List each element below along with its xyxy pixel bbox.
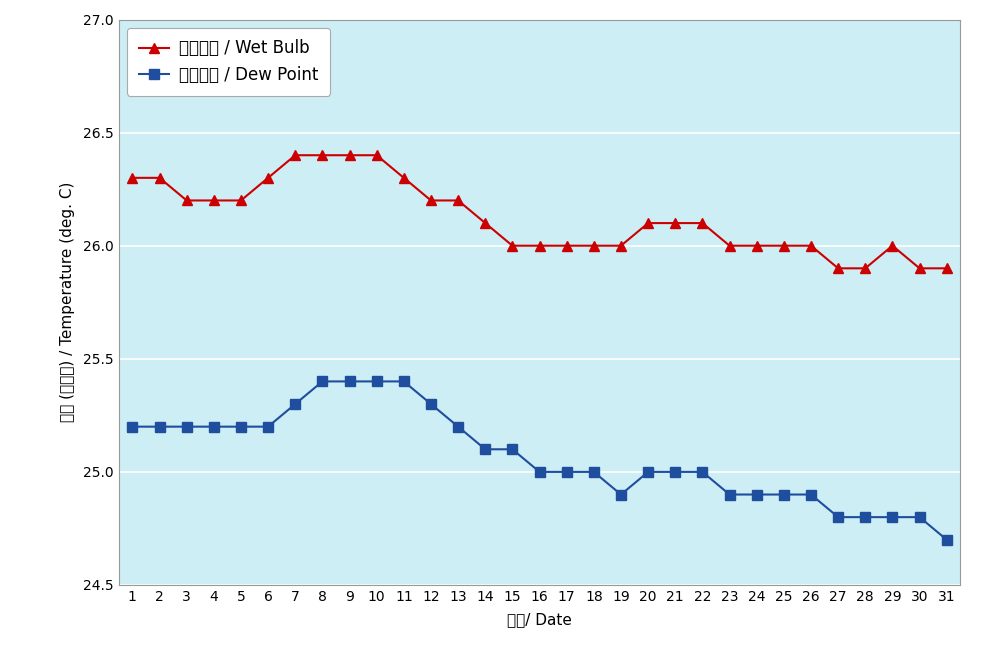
溪球溫度 / Wet Bulb [643, 219, 654, 227]
溪球溫度 / Wet Bulb [940, 265, 952, 272]
露點溫度 / Dew Point [669, 468, 681, 476]
溪球溫度 / Wet Bulb [914, 265, 926, 272]
溪球溫度 / Wet Bulb [886, 242, 898, 250]
溪球溫度 / Wet Bulb [208, 196, 220, 204]
露點溫度 / Dew Point [181, 422, 193, 430]
露點溫度 / Dew Point [859, 514, 871, 521]
溪球溫度 / Wet Bulb [507, 242, 519, 250]
Y-axis label: 溫度 (攝氏度) / Temperature (deg. C): 溫度 (攝氏度) / Temperature (deg. C) [59, 182, 75, 422]
溪球溫度 / Wet Bulb [560, 242, 572, 250]
露點溫度 / Dew Point [507, 445, 519, 453]
露點溫度 / Dew Point [886, 514, 898, 521]
露點溫度 / Dew Point [398, 378, 410, 385]
露點溫度 / Dew Point [778, 491, 790, 499]
露點溫度 / Dew Point [208, 422, 220, 430]
溪球溫度 / Wet Bulb [235, 196, 247, 204]
露點溫度 / Dew Point [750, 491, 762, 499]
露點溫度 / Dew Point [588, 468, 600, 476]
露點溫度 / Dew Point [153, 422, 165, 430]
露點溫度 / Dew Point [479, 445, 491, 453]
溪球溫度 / Wet Bulb [615, 242, 627, 250]
溪球溫度 / Wet Bulb [534, 242, 545, 250]
露點溫度 / Dew Point [940, 536, 952, 543]
溪球溫度 / Wet Bulb [452, 196, 464, 204]
Legend: 溪球溫度 / Wet Bulb, 露點溫度 / Dew Point: 溪球溫度 / Wet Bulb, 露點溫度 / Dew Point [127, 28, 330, 96]
露點溫度 / Dew Point [370, 378, 382, 385]
露點溫度 / Dew Point [560, 468, 572, 476]
露點溫度 / Dew Point [235, 422, 247, 430]
露點溫度 / Dew Point [425, 400, 437, 408]
露點溫度 / Dew Point [344, 378, 355, 385]
溪球溫度 / Wet Bulb [750, 242, 762, 250]
溪球溫度 / Wet Bulb [724, 242, 736, 250]
X-axis label: 日期/ Date: 日期/ Date [507, 612, 572, 627]
溪球溫度 / Wet Bulb [669, 219, 681, 227]
溪球溫度 / Wet Bulb [778, 242, 790, 250]
溪球溫度 / Wet Bulb [398, 174, 410, 182]
溪球溫度 / Wet Bulb [127, 174, 139, 182]
溪球溫度 / Wet Bulb [479, 219, 491, 227]
露點溫度 / Dew Point [833, 514, 844, 521]
溪球溫度 / Wet Bulb [425, 196, 437, 204]
溪球溫度 / Wet Bulb [370, 151, 382, 159]
溪球溫度 / Wet Bulb [805, 242, 817, 250]
露點溫度 / Dew Point [697, 468, 709, 476]
露點溫度 / Dew Point [262, 422, 274, 430]
露點溫度 / Dew Point [615, 491, 627, 499]
溪球溫度 / Wet Bulb [588, 242, 600, 250]
露點溫度 / Dew Point [914, 514, 926, 521]
溪球溫度 / Wet Bulb [262, 174, 274, 182]
Line: 溪球溫度 / Wet Bulb: 溪球溫度 / Wet Bulb [128, 150, 951, 273]
溪球溫度 / Wet Bulb [181, 196, 193, 204]
Line: 露點溫度 / Dew Point: 露點溫度 / Dew Point [128, 376, 951, 545]
露點溫度 / Dew Point [805, 491, 817, 499]
溪球溫度 / Wet Bulb [859, 265, 871, 272]
溪球溫度 / Wet Bulb [344, 151, 355, 159]
露點溫度 / Dew Point [289, 400, 301, 408]
溪球溫度 / Wet Bulb [697, 219, 709, 227]
露點溫度 / Dew Point [643, 468, 654, 476]
溪球溫度 / Wet Bulb [317, 151, 329, 159]
溪球溫度 / Wet Bulb [153, 174, 165, 182]
溪球溫度 / Wet Bulb [289, 151, 301, 159]
露點溫度 / Dew Point [127, 422, 139, 430]
露點溫度 / Dew Point [724, 491, 736, 499]
溪球溫度 / Wet Bulb [833, 265, 844, 272]
露點溫度 / Dew Point [452, 422, 464, 430]
露點溫度 / Dew Point [534, 468, 545, 476]
露點溫度 / Dew Point [317, 378, 329, 385]
